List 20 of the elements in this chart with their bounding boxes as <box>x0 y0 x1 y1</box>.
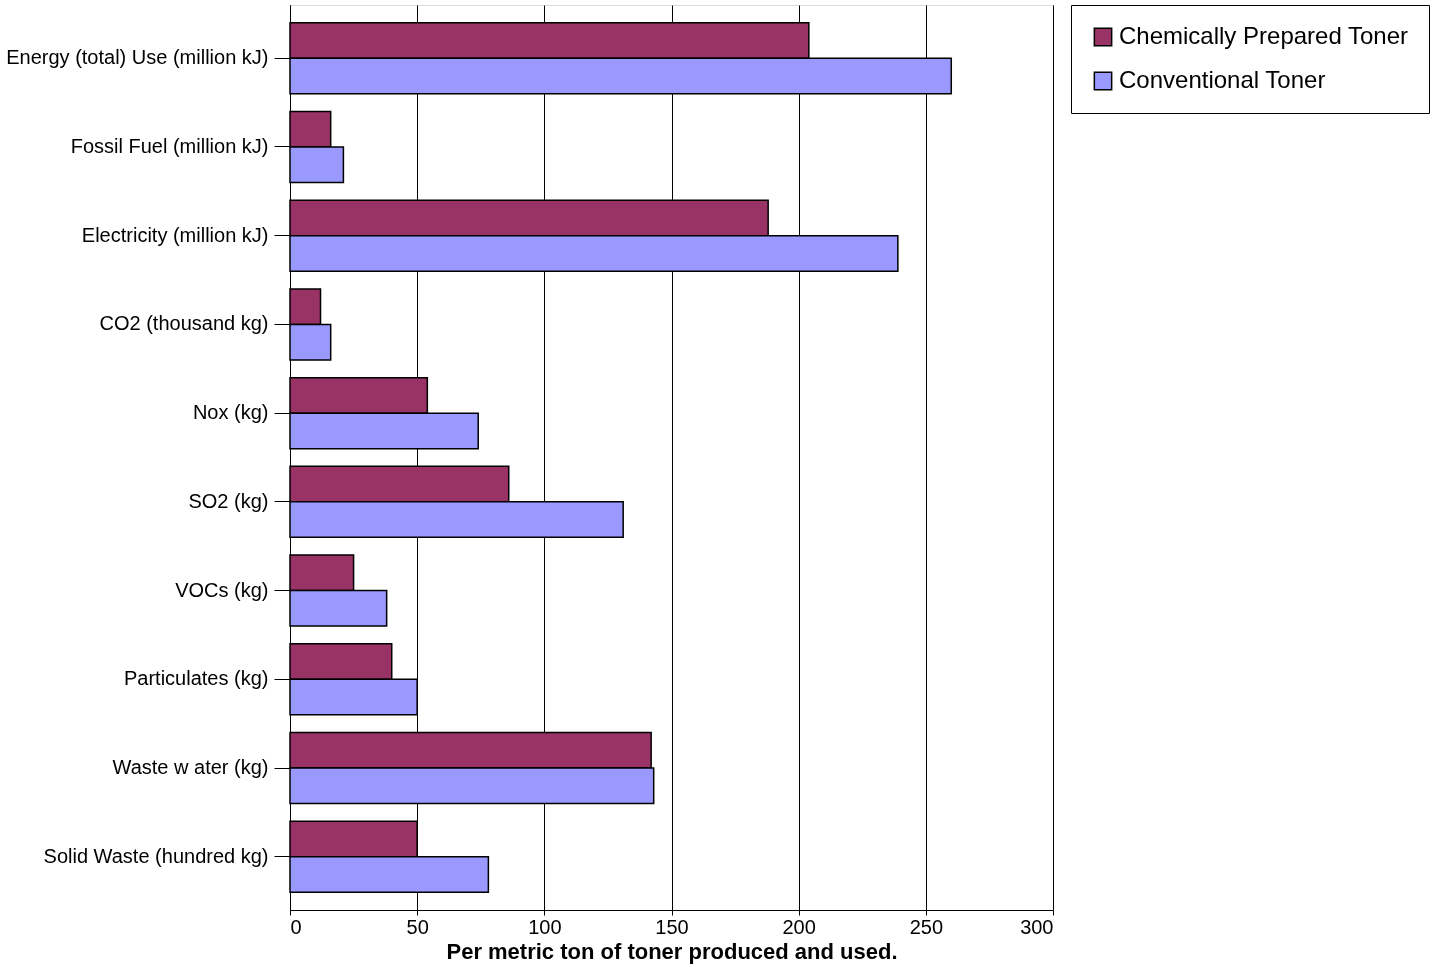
y-tick-label: Energy (total) Use (million kJ) <box>6 46 269 69</box>
y-tick-label: CO2 (thousand kg) <box>99 312 269 335</box>
x-tick-label: 300 <box>1020 915 1054 938</box>
y-tick-label: Nox (kg) <box>192 401 269 424</box>
y-tick-label: VOCs (kg) <box>175 578 269 601</box>
x-tick-label: 250 <box>909 915 944 938</box>
y-tick-label: Electricity (million kJ) <box>81 223 269 246</box>
y-tick-label: Particulates (kg) <box>124 667 269 690</box>
y-tick-label: SO2 (kg) <box>188 489 269 512</box>
legend-label: Chemically Prepared Toner <box>1119 22 1409 49</box>
y-tick-label: Solid Waste (hundred kg) <box>43 844 269 867</box>
x-tick-label: 200 <box>782 915 816 938</box>
x-tick-label: 50 <box>406 915 429 938</box>
y-tick-label: Fossil Fuel (million kJ) <box>70 134 269 157</box>
legend-label: Conventional Toner <box>1119 66 1326 93</box>
x-tick-label: 150 <box>655 915 689 938</box>
x-tick-label: 100 <box>528 915 562 938</box>
x-axis-title: Per metric ton of toner produced and used. <box>446 938 898 964</box>
y-tick-label: Waste w ater (kg) <box>112 756 269 779</box>
x-tick-label: 0 <box>290 915 302 938</box>
